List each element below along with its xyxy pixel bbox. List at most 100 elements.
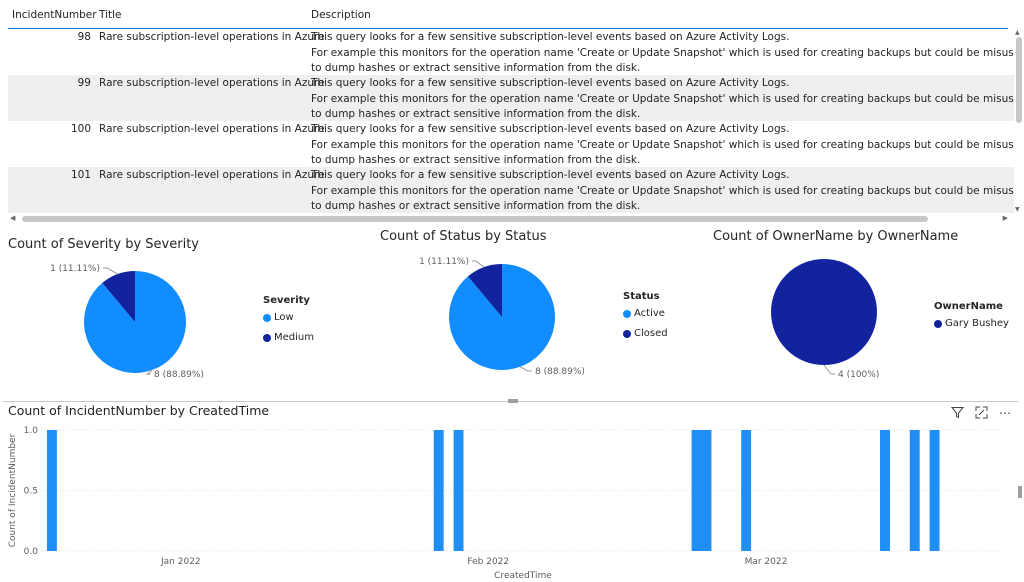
incident-number-cell: 98 (77, 31, 91, 43)
column-header-title[interactable]: Title (99, 9, 122, 21)
incident-number-cell: 99 (77, 77, 91, 89)
leader-line (145, 369, 153, 375)
column-bar[interactable] (880, 430, 890, 551)
table-row[interactable]: 101 Rare subscription-level operations i… (8, 167, 1014, 213)
description-line: to dump hashes or extract sensitive info… (311, 154, 641, 166)
legend-item-low[interactable]: Low (263, 312, 314, 323)
x-tick-label: Jan 2022 (160, 557, 201, 567)
column-bar[interactable] (453, 430, 464, 551)
scroll-down-icon[interactable]: ▼ (1015, 206, 1020, 213)
owner-legend: OwnerName Gary Bushey (934, 301, 1009, 338)
column-bar[interactable] (701, 430, 712, 551)
leader-line (472, 260, 485, 268)
column-bar[interactable] (741, 430, 752, 551)
table-body: 98 Rare subscription-level operations in… (8, 29, 1014, 213)
severity-pie-visual[interactable]: Count of Severity by Severity 8 (88.89%)… (0, 226, 360, 398)
scroll-left-icon[interactable]: ◀ (10, 214, 16, 222)
status-pie-chart[interactable]: 8 (88.89%) 1 (11.11%) (362, 226, 702, 398)
created-time-column-visual[interactable]: Count of IncidentNumber by CreatedTime ⋯… (3, 399, 1022, 582)
legend-item-active[interactable]: Active (623, 308, 668, 319)
description-line: to dump hashes or extract sensitive info… (311, 200, 641, 212)
title-cell: Rare subscription-level operations in Az… (99, 169, 325, 181)
resize-handle[interactable] (1018, 486, 1022, 498)
filter-icon[interactable] (950, 406, 964, 420)
leader-line (519, 366, 532, 372)
severity-pie-chart[interactable]: 8 (88.89%) 1 (11.11%) (0, 226, 360, 398)
column-header-incidentnumber[interactable]: IncidentNumber (12, 9, 97, 21)
leader-line (103, 267, 118, 275)
legend-item-medium[interactable]: Medium (263, 332, 314, 343)
column-header-description[interactable]: Description (311, 9, 371, 21)
focus-mode-icon[interactable] (974, 406, 988, 420)
leader-line (823, 364, 835, 375)
legend-item-closed[interactable]: Closed (623, 328, 668, 339)
status-pie-visual[interactable]: Count of Status by Status 8 (88.89%) 1 (1… (362, 226, 702, 398)
legend-title: OwnerName (934, 301, 1003, 312)
x-axis-title: CreatedTime (494, 571, 552, 581)
resize-handle[interactable] (508, 399, 518, 403)
description-cell: This query looks for a few sensitive sub… (311, 168, 1014, 213)
description-cell: This query looks for a few sensitive sub… (311, 76, 1014, 123)
description-line: For example this monitors for the operat… (311, 46, 1014, 59)
column-bar[interactable] (433, 430, 444, 551)
owner-pie-visual[interactable]: Count of OwnerName by OwnerName 4 (100%)… (704, 226, 1024, 398)
legend-dot-icon (263, 333, 271, 342)
scroll-up-icon[interactable]: ▲ (1015, 29, 1020, 36)
scroll-right-icon[interactable]: ▶ (1002, 214, 1008, 222)
description-line: For example this monitors for the operat… (311, 92, 1014, 105)
description-line: to dump hashes or extract sensitive info… (311, 62, 641, 74)
title-cell: Rare subscription-level operations in Az… (99, 123, 325, 135)
pie-slice-medium[interactable] (102, 271, 135, 322)
description-line: This query looks for a few sensitive sub… (311, 169, 790, 181)
horizontal-scrollbar[interactable]: ◀ ▶ (8, 214, 1014, 224)
description-line: This query looks for a few sensitive sub… (311, 77, 790, 89)
table-row[interactable]: 99 Rare subscription-level operations in… (8, 75, 1014, 121)
severity-pie-title: Count of Severity by Severity (8, 237, 199, 252)
status-pie-title: Count of Status by Status (380, 229, 547, 244)
column-chart-title: Count of IncidentNumber by CreatedTime (8, 403, 270, 418)
description-line: to dump hashes or extract sensitive info… (311, 108, 641, 120)
y-tick-label: 1.0 (24, 426, 39, 436)
table-row[interactable]: 98 Rare subscription-level operations in… (8, 29, 1014, 75)
slice-data-label: 8 (88.89%) (154, 370, 204, 380)
slice-data-label: 4 (100%) (838, 370, 879, 380)
legend-label: Closed (634, 328, 668, 339)
legend-label: Medium (274, 332, 314, 343)
description-line: For example this monitors for the operat… (311, 184, 1014, 197)
legend-item-gary-bushey[interactable]: Gary Bushey (934, 318, 1009, 329)
column-bar[interactable] (909, 430, 920, 551)
vertical-scroll-thumb[interactable] (1016, 37, 1022, 123)
y-tick-label: 0.0 (24, 547, 39, 557)
title-cell: Rare subscription-level operations in Az… (99, 77, 325, 89)
legend-dot-icon (263, 313, 271, 322)
slice-data-label: 1 (11.11%) (419, 257, 469, 267)
owner-pie-title: Count of OwnerName by OwnerName (713, 229, 959, 244)
y-axis-title: Count of IncidentNumber (8, 433, 18, 547)
column-bar[interactable] (929, 430, 940, 551)
legend-dot-icon (623, 329, 631, 338)
y-tick-label: 0.5 (24, 487, 38, 497)
legend-label: Active (634, 308, 665, 319)
legend-label: Low (274, 312, 294, 323)
table-header: IncidentNumber Title Description (8, 6, 1008, 29)
incident-number-cell: 101 (70, 169, 91, 181)
column-bar[interactable] (691, 430, 702, 551)
description-cell: This query looks for a few sensitive sub… (311, 122, 1014, 169)
legend-dot-icon (623, 309, 631, 318)
description-cell: This query looks for a few sensitive sub… (311, 30, 1014, 77)
vertical-scrollbar[interactable]: ▲ ▼ (1014, 29, 1024, 213)
column-bar[interactable] (46, 430, 57, 551)
pie-slice-closed[interactable] (467, 264, 502, 317)
horizontal-scroll-thumb[interactable] (22, 216, 928, 222)
more-options-icon[interactable]: ⋯ (999, 406, 1011, 420)
pie-slice-gary-bushey[interactable] (771, 259, 877, 365)
severity-legend: Severity Low Medium (263, 295, 314, 352)
status-legend: Status Active Closed (623, 291, 668, 348)
owner-pie-chart[interactable]: 4 (100%) (704, 226, 1024, 398)
column-chart[interactable]: 0.0 0.5 1.0 Jan 2022 Feb 2022 Mar 2022 Created… (3, 402, 1018, 582)
table-row[interactable]: 100 Rare subscription-level operations i… (8, 121, 1014, 167)
x-tick-label: Feb 2022 (467, 557, 509, 567)
slice-data-label: 8 (88.89%) (535, 367, 585, 377)
slice-data-label: 1 (11.11%) (50, 264, 100, 274)
legend-dot-icon (934, 319, 942, 328)
